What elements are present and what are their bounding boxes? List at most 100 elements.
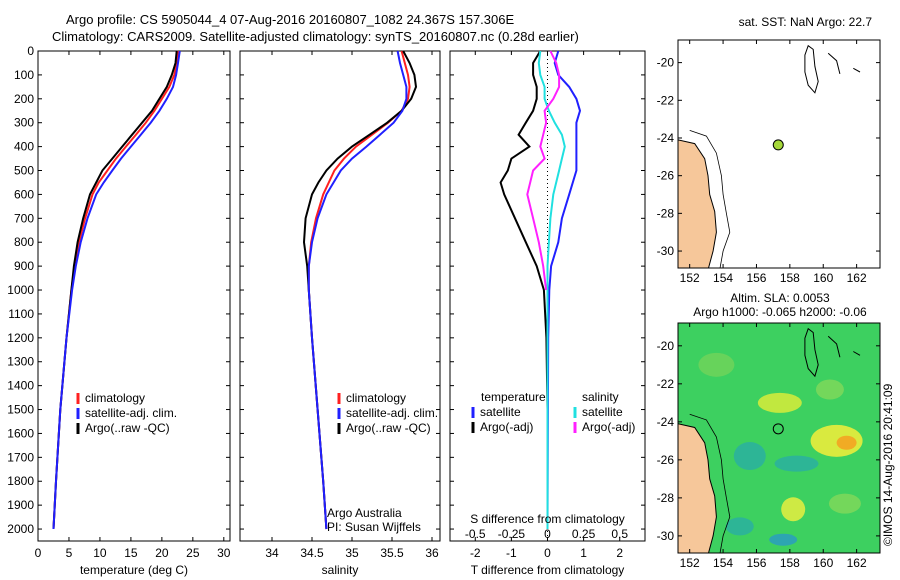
sla-anomaly-5	[774, 455, 819, 472]
map-xtick-label: 160	[813, 556, 833, 570]
map-ytick-label: -20	[657, 56, 675, 70]
sla-title: Altim. SLA: 0.0053	[730, 291, 830, 305]
map-xtick-label: 152	[680, 271, 700, 285]
map-content	[678, 323, 880, 553]
salinity-xtick-label: 35	[345, 546, 359, 560]
diff-s-satellite-line	[537, 50, 566, 529]
diff-legend-t-label-1: Argo(-adj)	[480, 420, 533, 434]
depth-tick-label: 1100	[8, 307, 34, 321]
map-ytick-label: -22	[657, 93, 675, 107]
map-frame	[677, 39, 881, 269]
reef-contour-3	[853, 351, 861, 356]
map-xtick-label: 158	[780, 556, 800, 570]
map-ytick-label: -24	[657, 415, 675, 429]
sla-anomaly-4	[733, 442, 766, 471]
diff-s-tick-label: -0.25	[498, 527, 526, 541]
sla-anomaly-7	[828, 493, 861, 514]
map-ytick-label: -28	[657, 491, 675, 505]
depth-tick-label: 1900	[7, 498, 34, 512]
reef-contour	[804, 327, 819, 378]
temp-satellite-line	[52, 50, 181, 530]
reef-contour	[804, 44, 819, 94]
depth-tick-label: 1000	[7, 283, 34, 297]
diff-s-argo-line	[526, 50, 561, 291]
diff-s-tick-label: 0.5	[611, 527, 628, 541]
salinity-frame	[239, 50, 441, 542]
argo-float-marker	[772, 139, 784, 151]
sla-anomaly-2	[757, 392, 802, 413]
map-frame	[677, 322, 881, 554]
shelf-contour	[689, 413, 731, 553]
temperature-xlabel: temperature (deg C)	[80, 563, 188, 577]
australia-land	[678, 139, 717, 268]
temperature-xtick-label: 0	[35, 546, 42, 560]
sla-subtitle: Argo h1000: -0.065 h2000: -0.06	[693, 305, 867, 319]
sal-legend-label-2: Argo(..raw -QC)	[346, 421, 431, 435]
map-content	[678, 40, 880, 268]
sla-anomaly-9	[698, 352, 735, 377]
reef-contour-2	[827, 52, 841, 75]
panel-salinity: 34 34.5 35 35.5 36 salinity climatologysatelli…	[239, 50, 441, 577]
map-ytick-label: -26	[657, 453, 675, 467]
diff-s-tick-label: -0.5	[465, 527, 486, 541]
differences-xtick-label: 0	[544, 546, 551, 560]
map-ytick-label: -26	[657, 169, 675, 183]
sla-anomaly-3	[781, 497, 806, 522]
sal-satellite-line	[307, 50, 408, 530]
salinity-xlabel: salinity	[322, 563, 359, 577]
differences-xlabel: T difference from climatology	[471, 563, 625, 577]
header-line-1: Argo profile: CS 5905044_4 07-Aug-2016 2…	[66, 12, 515, 27]
depth-tick-label: 1700	[7, 450, 34, 464]
depth-tick-label: 1400	[7, 379, 34, 393]
map-xtick-label: 154	[713, 556, 733, 570]
map-sst: 152 154 156 158 160 162 -20 -22 -24 -26 -28 -30 sat.…	[657, 15, 881, 285]
sla-anomaly-1	[836, 435, 857, 450]
differences-xtick-label: 2	[616, 546, 623, 560]
diff-s-tick-label: 0	[544, 527, 551, 541]
sal-annotation-2: PI: Susan Wijffels	[327, 520, 421, 534]
temperature-xtick-label: 25	[186, 546, 200, 560]
reef-contour-3	[853, 67, 861, 73]
salinity-xtick-label: 34	[265, 546, 279, 560]
sal-legend-label-0: climatology	[346, 391, 406, 405]
panel-differences: -2 -1 0 1 2 T difference from climatology temp…	[449, 50, 646, 577]
depth-tick-label: 600	[14, 187, 34, 201]
salinity-xtick-label: 35.5	[380, 546, 404, 560]
map-ytick-label: -20	[657, 339, 675, 353]
diff-legend-s-label-0: satellite	[582, 405, 623, 419]
map-xtick-label: 156	[746, 271, 766, 285]
map-ytick-label: -22	[657, 377, 675, 391]
credit-text: ©IMOS 14-Aug-2016 20:41:09	[881, 383, 895, 546]
sst-title: sat. SST: NaN Argo: 22.7	[739, 15, 873, 29]
temp-legend-label-0: climatology	[85, 391, 145, 405]
depth-tick-label: 1300	[7, 355, 34, 369]
sal-legend-label-1: satellite-adj. clim.	[346, 406, 438, 420]
map-xtick-label: 154	[713, 271, 733, 285]
depth-tick-label: 400	[14, 140, 34, 154]
depth-tick-label: 0	[27, 44, 34, 58]
australia-land	[678, 423, 717, 553]
map-ytick-label: -30	[657, 244, 675, 258]
diff-legend-s-label-1: Argo(-adj)	[582, 420, 635, 434]
temperature-xtick-label: 20	[155, 546, 169, 560]
depth-tick-label: 800	[14, 235, 34, 249]
reef-contour-2	[827, 335, 841, 358]
depth-tick-label: 1800	[7, 474, 34, 488]
depth-tick-label: 900	[14, 259, 34, 273]
depth-tick-label: 200	[14, 92, 34, 106]
temp-legend-label-2: Argo(..raw -QC)	[85, 421, 170, 435]
diff-xlabel2: S difference from climatology	[470, 512, 625, 526]
depth-tick-label: 1600	[7, 426, 34, 440]
map-xtick-label: 160	[813, 271, 833, 285]
sla-anomaly-8	[815, 379, 844, 400]
temperature-xtick-label: 10	[93, 546, 107, 560]
map-xtick-label: 162	[847, 556, 867, 570]
map-xtick-label: 156	[746, 556, 766, 570]
temperature-xtick-label: 5	[66, 546, 73, 560]
map-ytick-label: -28	[657, 206, 675, 220]
header-line-2: Climatology: CARS2009. Satellite-adjuste…	[52, 29, 579, 44]
differences-xtick-label: 1	[580, 546, 587, 560]
diff-legend-s-title: salinity	[582, 390, 619, 404]
depth-tick-label: 100	[14, 68, 34, 82]
